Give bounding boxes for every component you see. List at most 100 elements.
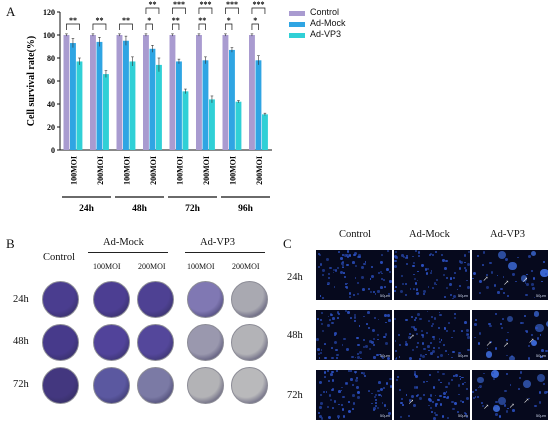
- nucleus: [454, 272, 457, 275]
- nucleus: [543, 261, 546, 264]
- nucleus: [372, 343, 376, 347]
- nucleus: [367, 326, 371, 330]
- nucleus: [412, 348, 415, 352]
- nucleus: [427, 286, 430, 288]
- nucleus: [389, 280, 392, 283]
- nucleus: [374, 293, 377, 295]
- nucleus: [320, 393, 323, 397]
- nucleus: [434, 404, 437, 407]
- nucleus: [334, 269, 337, 272]
- nucleus: [327, 273, 330, 276]
- nucleus: [472, 396, 475, 400]
- significance-bracket: [92, 23, 107, 30]
- bar-control: [249, 35, 255, 150]
- bar-control: [63, 35, 70, 150]
- nucleus: [351, 384, 354, 386]
- significance-stars: ***: [226, 0, 238, 9]
- nucleus: [449, 293, 452, 296]
- nucleus: [397, 333, 401, 337]
- nucleus: [524, 282, 527, 285]
- nucleus: [525, 293, 528, 297]
- significance-stars: **: [148, 0, 156, 9]
- nucleus: [394, 265, 398, 269]
- nucleus: [361, 287, 365, 291]
- group-label-48h: 48h: [132, 204, 148, 214]
- nucleus: [374, 399, 377, 402]
- nucleus: [396, 378, 399, 382]
- nucleus: [452, 277, 455, 280]
- nucleus: [344, 310, 347, 313]
- nucleus: [324, 371, 327, 374]
- culture-dish: [187, 324, 224, 361]
- nucleus: [352, 408, 354, 411]
- nucleus: [531, 270, 534, 273]
- scale-bar-label: 50μm: [457, 293, 468, 298]
- significance-stars: ***: [199, 0, 211, 9]
- nucleus: [437, 378, 440, 382]
- nucleus: [461, 400, 464, 403]
- nucleus: [378, 393, 381, 397]
- nucleus: [322, 330, 325, 333]
- culture-dish: [137, 324, 174, 361]
- nucleus: [370, 266, 373, 269]
- nucleus: [482, 264, 485, 266]
- nucleus: [386, 408, 389, 411]
- nucleus: [503, 404, 507, 407]
- nucleus: [412, 264, 415, 268]
- fluorescence-image: ↗ ↗ ↗ 50μm: [472, 250, 548, 300]
- nucleus: [400, 402, 403, 405]
- nucleus: [388, 319, 391, 322]
- nucleus: [457, 410, 460, 413]
- nucleus: [543, 391, 547, 395]
- nucleus: [332, 317, 335, 320]
- nucleus: [327, 324, 331, 328]
- nucleus: [435, 402, 438, 405]
- nucleus: [538, 391, 542, 395]
- nucleus: [348, 254, 352, 257]
- nucleus: [338, 251, 341, 254]
- nucleus: [440, 339, 443, 341]
- nucleus: [511, 354, 513, 357]
- fluorescence-image: 50μm: [316, 250, 392, 300]
- significance-bracket: [251, 7, 266, 14]
- panel-c-col-control: Control: [339, 229, 372, 240]
- nucleus: [346, 254, 350, 257]
- nucleus: [395, 357, 398, 360]
- nucleus: [447, 382, 451, 385]
- nucleus: [434, 250, 437, 253]
- nucleus: [401, 254, 404, 257]
- bar-ad-mock: [202, 60, 209, 150]
- nucleus: [432, 417, 436, 420]
- nucleus: [452, 330, 456, 333]
- nucleus: [445, 330, 448, 333]
- nucleus: [348, 401, 351, 403]
- nucleus: [466, 286, 470, 290]
- culture-dish: [93, 324, 130, 361]
- nucleus: [489, 325, 492, 328]
- panel-c-col-ad-mock: Ad-Mock: [409, 229, 450, 240]
- significance-stars: *: [227, 16, 231, 25]
- nucleus: [373, 316, 377, 320]
- nucleus: [355, 378, 359, 382]
- bar-control: [222, 35, 229, 150]
- nucleus: [404, 293, 408, 297]
- nucleus: [509, 355, 515, 360]
- nucleus: [539, 334, 542, 336]
- nucleus: [454, 402, 457, 406]
- nucleus: [494, 412, 498, 416]
- nucleus: [358, 325, 361, 328]
- nucleus: [347, 311, 351, 314]
- bar-ad-mock: [123, 40, 129, 150]
- nucleus: [403, 255, 406, 258]
- nucleus: [533, 296, 536, 299]
- nucleus: [342, 415, 345, 418]
- panel-b-vp3-100moi: 100MOI: [187, 262, 215, 271]
- nucleus: [413, 386, 417, 389]
- nucleus: [357, 255, 361, 259]
- nucleus: [383, 404, 387, 408]
- y-tick-label: 0: [51, 146, 55, 155]
- nucleus: [363, 345, 366, 348]
- scale-bar-label: 50μm: [535, 293, 546, 298]
- nucleus: [383, 335, 386, 339]
- culture-dish: [137, 281, 174, 318]
